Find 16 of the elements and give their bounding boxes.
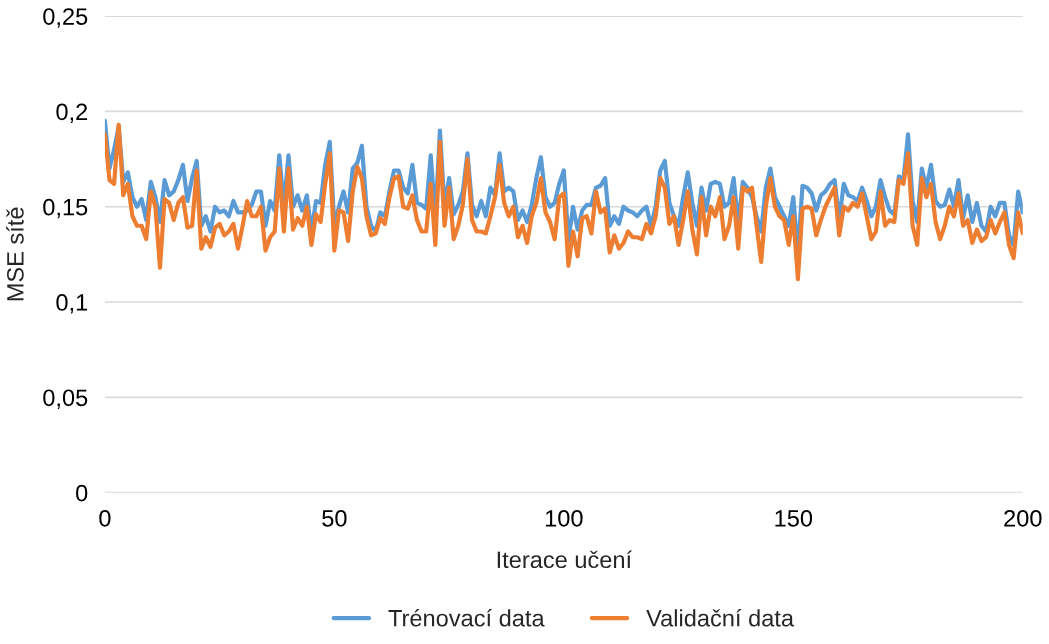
- x-tick-label: 100: [545, 509, 583, 527]
- legend-label: Trénovací data: [388, 608, 545, 627]
- x-tick-label: 150: [775, 509, 813, 527]
- y-tick-label: 0,2: [56, 103, 88, 123]
- x-tick-label: 200: [1004, 509, 1042, 527]
- y-tick-label: 0,25: [43, 8, 88, 28]
- line-series: [104, 122, 1023, 282]
- x-tick-label: 0: [99, 509, 111, 527]
- x-axis-title: Iterace učení: [497, 550, 632, 569]
- y-axis-title: MSE sítě: [6, 207, 24, 301]
- y-tick-label: 0,05: [43, 389, 88, 409]
- legend-label: Validační data: [646, 608, 795, 627]
- y-tick-label: 0: [76, 484, 88, 502]
- y-tick-label: 0,15: [43, 198, 88, 219]
- x-tick-label: 50: [322, 509, 347, 527]
- y-tick-label: 0,1: [56, 294, 88, 314]
